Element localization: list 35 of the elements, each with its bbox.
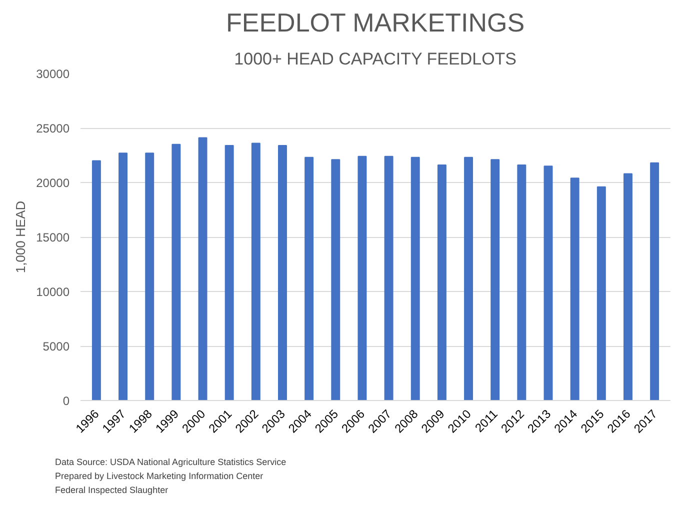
y-axis-title: 1,000 HEAD: [13, 200, 28, 274]
bar: [331, 159, 340, 400]
bar: [517, 164, 526, 400]
bar: [172, 144, 181, 400]
bar: [358, 156, 367, 400]
bar: [145, 152, 154, 400]
bar: [464, 156, 474, 400]
bar: [304, 156, 314, 400]
bar: [437, 164, 446, 400]
bar: [198, 137, 208, 400]
bar: [92, 160, 101, 400]
source-note: Data Source: USDA National Agriculture Statistics Service: [55, 456, 286, 469]
chart-subtitle: 1000+ HEAD CAPACITY FEEDLOTS: [234, 50, 517, 68]
y-tick-label: 5000: [42, 340, 70, 354]
bar: [384, 156, 394, 400]
y-tick-label: 20000: [36, 176, 70, 190]
bar: [118, 152, 128, 400]
bar: [410, 156, 420, 400]
y-tick-label: 10000: [36, 285, 70, 299]
text: Prepared by Livestock Marketing Information Center: [55, 470, 264, 483]
y-tick-label: 15000: [36, 230, 70, 244]
bar: [490, 159, 500, 400]
bar: [650, 162, 660, 400]
chart-title: FEEDLOT MARKETINGS: [226, 8, 525, 38]
bar: [224, 144, 234, 400]
bar: [596, 186, 606, 400]
y-tick-label: 0: [62, 394, 70, 408]
y-tick-label: 30000: [36, 67, 70, 81]
bar: [544, 166, 553, 400]
text: Federal Inspected Slaughter: [55, 484, 170, 497]
bar: [278, 144, 287, 400]
bar: [251, 142, 260, 400]
bar: [623, 173, 632, 400]
bar: [570, 178, 580, 400]
y-tick-label: 25000: [36, 122, 70, 136]
